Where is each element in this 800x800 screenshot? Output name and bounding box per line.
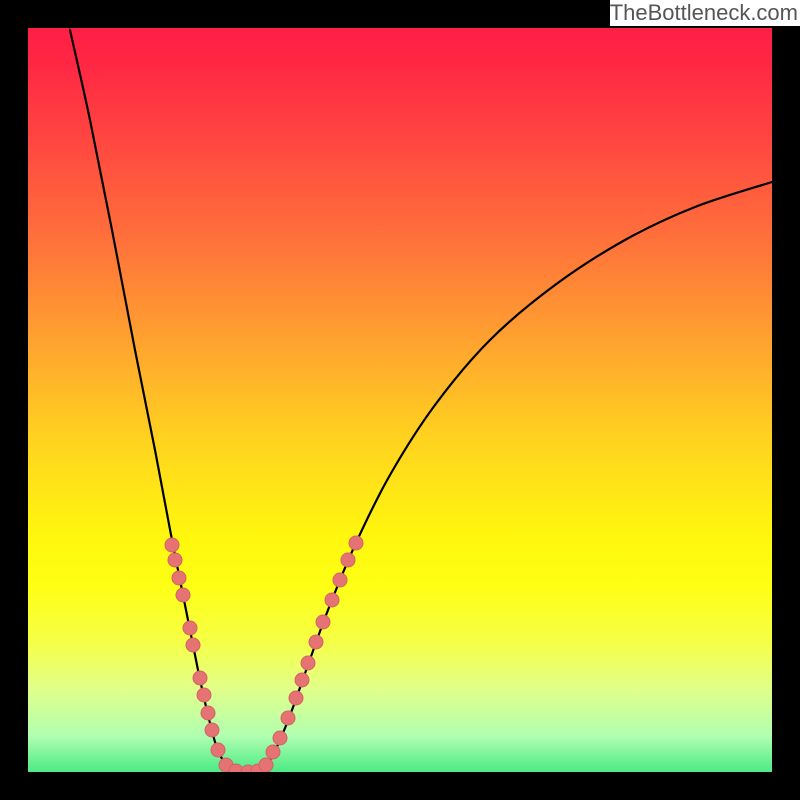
watermark-text: TheBottleneck.com [610, 0, 800, 26]
data-marker [273, 731, 287, 745]
data-marker [193, 671, 207, 685]
chart-frame: TheBottleneck.com [0, 0, 800, 800]
data-marker [341, 553, 355, 567]
data-marker [201, 706, 215, 720]
data-marker [172, 571, 186, 585]
data-marker [197, 688, 211, 702]
data-marker [205, 723, 219, 737]
gradient-background [0, 0, 800, 800]
frame-border-left [0, 0, 28, 800]
frame-border-bottom [0, 772, 800, 800]
data-marker [309, 635, 323, 649]
data-marker [316, 615, 330, 629]
data-marker [186, 638, 200, 652]
data-marker [183, 621, 197, 635]
data-marker [165, 538, 179, 552]
data-marker [259, 758, 273, 772]
data-marker [168, 553, 182, 567]
data-marker [281, 711, 295, 725]
data-marker [295, 673, 309, 687]
bottleneck-curve-chart [0, 0, 800, 800]
data-marker [211, 743, 225, 757]
data-marker [266, 745, 280, 759]
data-marker [349, 536, 363, 550]
frame-border-right [772, 0, 800, 800]
data-marker [289, 691, 303, 705]
data-marker [333, 573, 347, 587]
data-marker [301, 656, 315, 670]
data-marker [325, 593, 339, 607]
data-marker [176, 588, 190, 602]
